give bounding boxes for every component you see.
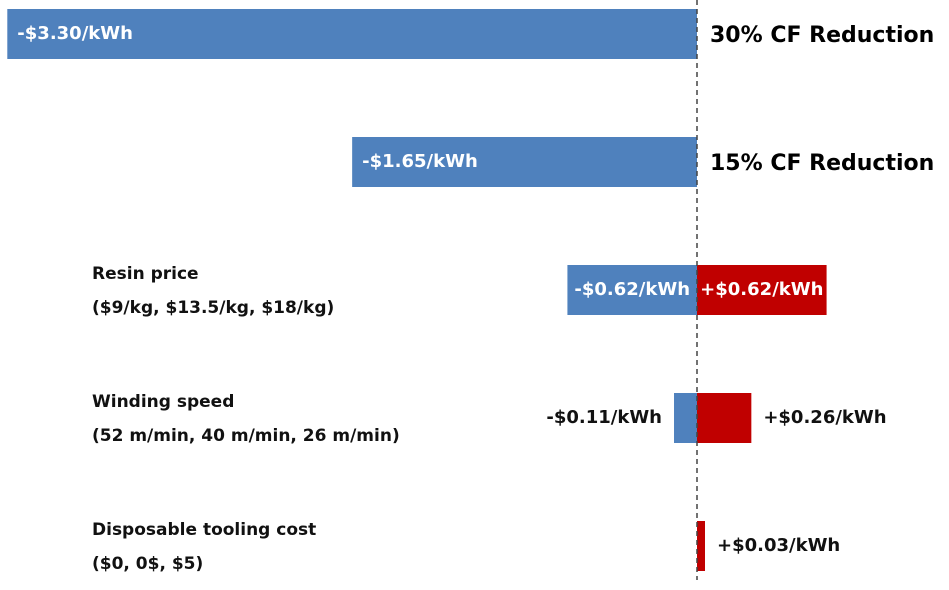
bar-high <box>697 393 752 443</box>
side-label: 15% CF Reduction <box>710 151 934 176</box>
category-label: ($0, 0$, $5) <box>92 554 203 574</box>
bar-high-label: +$0.62/kWh <box>700 279 823 300</box>
bar-low <box>567 265 697 315</box>
bar-high-label: +$0.26/kWh <box>763 407 886 428</box>
bar-low-label: -$0.62/kWh <box>574 279 690 300</box>
category-label: (52 m/min, 40 m/min, 26 m/min) <box>92 426 400 446</box>
bar-high <box>697 521 705 571</box>
bar-high <box>697 265 827 315</box>
category-label: Disposable tooling cost <box>92 520 316 540</box>
bar-low-label: -$3.30/kWh <box>17 23 133 44</box>
bar-low <box>7 9 698 59</box>
bar-low-label: -$1.65/kWh <box>362 151 478 172</box>
category-label: Winding speed <box>92 392 234 412</box>
bar-low <box>674 393 697 443</box>
category-label: ($9/kg, $13.5/kg, $18/kg) <box>92 298 334 318</box>
bar-low-label: -$0.11/kWh <box>546 407 662 428</box>
category-label: Resin price <box>92 264 199 284</box>
side-label: 30% CF Reduction <box>710 23 934 48</box>
bar-high-label: +$0.03/kWh <box>717 535 840 556</box>
bar-low <box>352 137 697 187</box>
